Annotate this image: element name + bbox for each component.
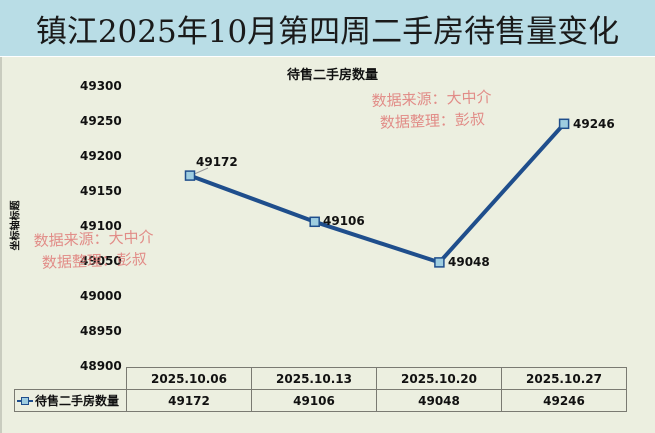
category-cell: 2025.10.27 (501, 367, 627, 390)
page-title: 镇江2025年10月第四周二手房待售量变化 (35, 13, 620, 50)
table-corner (14, 367, 127, 390)
data-point-marker (309, 216, 320, 228)
data-label: 49246 (573, 117, 615, 131)
category-cell: 2025.10.13 (251, 367, 377, 390)
data-label: 49172 (196, 155, 238, 169)
value-cell: 49106 (251, 389, 377, 412)
data-label: 49106 (323, 214, 365, 228)
value-cell: 49246 (501, 389, 627, 412)
y-tick-label: 49150 (80, 184, 122, 198)
title-banner: 镇江2025年10月第四周二手房待售量变化 (0, 0, 655, 56)
watermark-author: 数据整理：彭叔 (41, 250, 148, 272)
category-cell: 2025.10.06 (126, 367, 252, 390)
value-cell: 49048 (376, 389, 502, 412)
data-point-marker (184, 170, 196, 181)
y-tick-label: 49200 (80, 149, 122, 163)
category-cell: 2025.10.20 (376, 367, 502, 390)
series-line (188, 121, 567, 265)
y-tick-label: 49300 (80, 79, 122, 93)
y-tick-label: 48950 (80, 324, 122, 338)
y-tick-label: 49050 (80, 254, 122, 268)
watermark-author: 数据整理：彭叔 (379, 110, 486, 132)
legend-line-marker-icon (17, 396, 33, 406)
data-point-marker (558, 118, 570, 130)
table-row: 待售二手房数量 49172 49106 49048 49246 (14, 389, 627, 412)
y-tick-label: 49250 (80, 114, 122, 128)
legend-entry: 待售二手房数量 (14, 389, 127, 412)
data-label: 49048 (448, 255, 490, 269)
y-tick-label: 49100 (80, 219, 122, 233)
legend-label: 待售二手房数量 (35, 394, 120, 408)
watermark-top-right: 数据来源：大中介 数据整理：彭叔 (371, 86, 492, 134)
y-tick-label: 49000 (80, 289, 122, 303)
value-cell: 49172 (126, 389, 252, 412)
table-header-row: 2025.10.06 2025.10.13 2025.10.20 2025.10… (14, 367, 627, 390)
watermark-left: 数据来源：大中介 数据整理：彭叔 (33, 226, 154, 274)
chart-data-table: 2025.10.06 2025.10.13 2025.10.20 2025.10… (14, 367, 627, 412)
data-point-marker (434, 257, 445, 268)
chart-title: 待售二手房数量 (286, 68, 378, 83)
